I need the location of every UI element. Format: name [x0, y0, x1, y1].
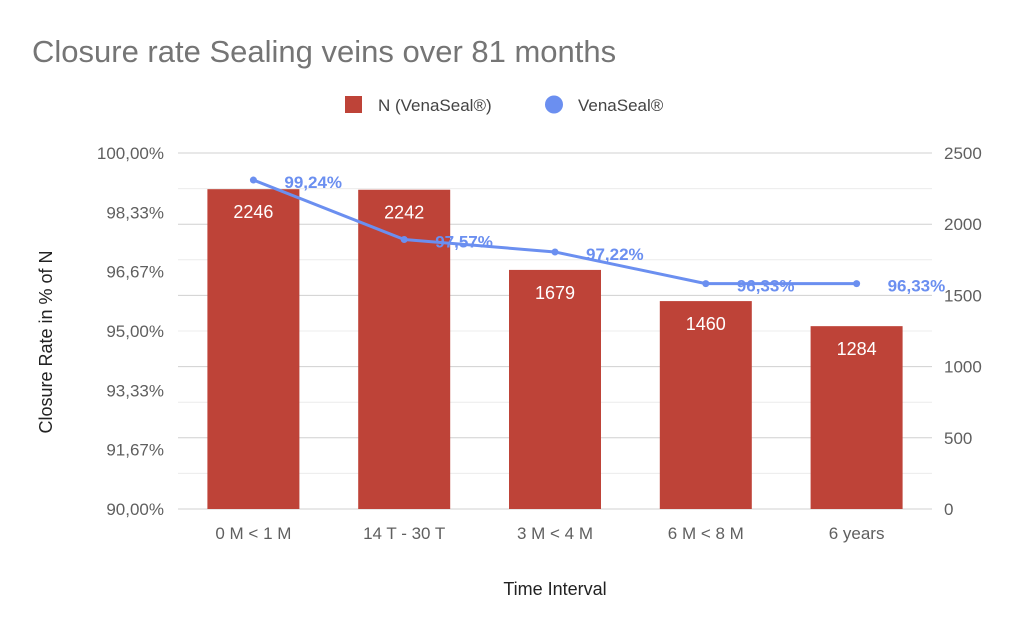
- bar-data-label: 1679: [535, 283, 575, 303]
- right-tick-label: 1500: [944, 286, 982, 305]
- left-tick-label: 96,67%: [106, 263, 164, 282]
- legend-label-line: VenaSeal®: [578, 96, 664, 115]
- line-data-label: 97,22%: [586, 245, 644, 264]
- right-tick-label: 1000: [944, 358, 982, 377]
- left-tick-label: 95,00%: [106, 322, 164, 341]
- x-axis-ticks: 0 M < 1 M 14 T - 30 T 3 M < 4 M 6 M < 8 M 6 …: [215, 524, 884, 543]
- line-point: [400, 236, 408, 244]
- left-axis-ticks: 90,00% 91,67% 93,33% 95,00% 96,67% 98,33% 100,…: [97, 144, 164, 519]
- bar: [810, 326, 903, 509]
- bar-data-label: 2242: [384, 203, 424, 223]
- x-tick-label: 6 years: [829, 524, 885, 543]
- legend: N (VenaSeal®) VenaSeal®: [345, 95, 664, 115]
- left-tick-label: 91,67%: [106, 441, 164, 460]
- right-tick-label: 2000: [944, 215, 982, 234]
- x-tick-label: 0 M < 1 M: [215, 524, 291, 543]
- right-axis-ticks: 0 500 1000 1500 2000 2500: [944, 144, 982, 519]
- legend-swatch-line: [545, 95, 563, 114]
- bar: [509, 269, 601, 509]
- line-point: [702, 280, 710, 288]
- line-point: [249, 176, 257, 184]
- bar: [659, 301, 752, 509]
- x-tick-label: 6 M < 8 M: [668, 524, 744, 543]
- line-data-label: 99,24%: [284, 173, 342, 192]
- bar-series: 2246 2242 1679 1460 1284: [207, 189, 903, 509]
- line-data-label: 97,57%: [435, 233, 493, 252]
- left-tick-label: 93,33%: [106, 381, 164, 400]
- left-tick-label: 100,00%: [97, 144, 164, 163]
- line-data-label: 96,33%: [737, 277, 795, 296]
- y-axis-title: Closure Rate in % of N: [36, 250, 56, 433]
- bar-data-label: 1284: [837, 339, 877, 359]
- bar-data-label: 1460: [686, 314, 726, 334]
- x-tick-label: 3 M < 4 M: [517, 524, 593, 543]
- x-tick-label: 14 T - 30 T: [363, 524, 445, 543]
- right-tick-label: 2500: [944, 144, 982, 163]
- legend-swatch-bars: [345, 96, 362, 113]
- line-data-label: 96,33%: [888, 277, 946, 296]
- bar: [207, 189, 300, 509]
- line-point: [853, 280, 861, 288]
- line-path: [252, 178, 857, 286]
- right-tick-label: 0: [944, 500, 953, 519]
- chart-title: Closure rate Sealing veins over 81 month…: [32, 34, 616, 69]
- legend-label-bars: N (VenaSeal®): [378, 96, 492, 115]
- left-tick-label: 98,33%: [106, 203, 164, 222]
- line-series: 99,24% 97,57% 97,22% 96,33% 96,33%: [249, 173, 946, 296]
- line-point: [551, 248, 559, 256]
- x-axis-title: Time Interval: [503, 579, 606, 599]
- bar-data-label: 2246: [233, 202, 273, 222]
- left-tick-label: 90,00%: [106, 500, 164, 519]
- right-tick-label: 500: [944, 429, 972, 448]
